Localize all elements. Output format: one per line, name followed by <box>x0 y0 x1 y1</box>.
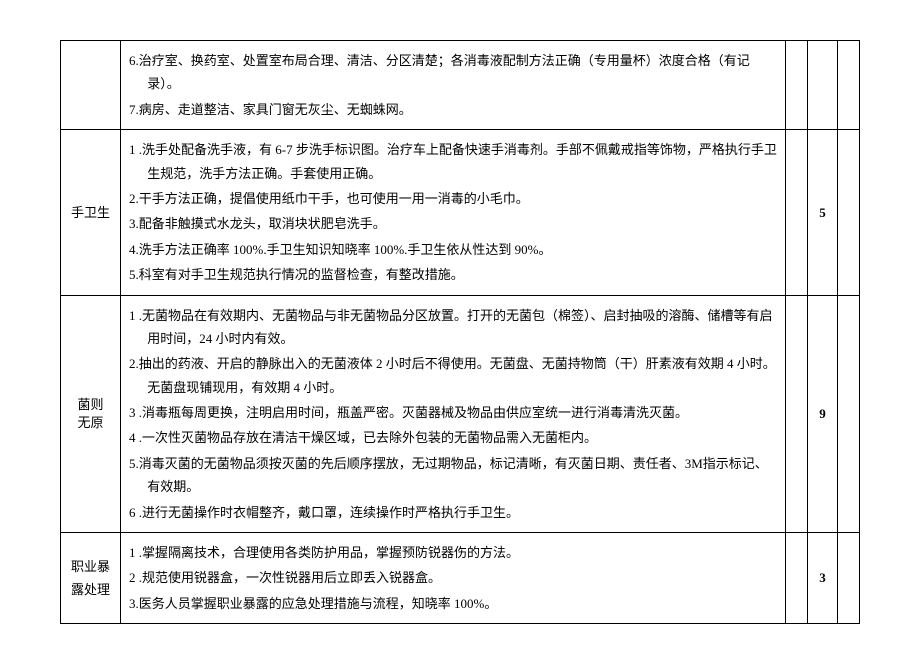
content-item: 5.消毒灭菌的无菌物品须按灭菌的先后顺序摆放，无过期物品，标记清晰，有灭菌日期、… <box>129 452 777 499</box>
content-item: 2.干手方法正确，提倡使用纸巾干手，也可使用一用一消毒的小毛巾。 <box>129 187 777 210</box>
content-item: 6 .进行无菌操作时衣帽整齐，戴口罩，连续操作时严格执行手卫生。 <box>129 501 777 524</box>
category-cell: 菌则无原 <box>61 295 121 533</box>
table-row: 手卫生 1 .洗手处配备洗手液，有 6-7 步洗手标识图。治疗车上配备快速手消毒剂… <box>61 130 860 295</box>
spacer-cell <box>786 295 808 533</box>
category-cell: 手卫生 <box>61 130 121 295</box>
content-item: 2 .规范使用锐器盒，一次性锐器用后立即丢入锐器盒。 <box>129 566 777 589</box>
score-cell: 5 <box>808 130 838 295</box>
spacer-cell <box>838 41 860 130</box>
category-label: 菌则无原 <box>69 396 112 432</box>
category-label: 职业暴露处理 <box>71 559 110 597</box>
content-item: 4.洗手方法正确率 100%.手卫生知识知晓率 100%.手卫生依从性达到 90… <box>129 238 777 261</box>
category-label: 手卫生 <box>71 205 110 220</box>
spacer-cell <box>838 295 860 533</box>
content-cell: 6.治疗室、换药室、处置室布局合理、清洁、分区清楚；各消毒液配制方法正确（专用量… <box>121 41 786 130</box>
score-cell <box>808 41 838 130</box>
content-cell: 1 .洗手处配备洗手液，有 6-7 步洗手标识图。治疗车上配备快速手消毒剂。手部… <box>121 130 786 295</box>
score-cell: 3 <box>808 533 838 624</box>
spacer-cell <box>838 130 860 295</box>
content-item: 1 .洗手处配备洗手液，有 6-7 步洗手标识图。治疗车上配备快速手消毒剂。手部… <box>129 138 777 185</box>
category-cell <box>61 41 121 130</box>
content-item: 3.配备非触摸式水龙头，取消块状肥皂洗手。 <box>129 212 777 235</box>
table-row: 职业暴露处理 1 .掌握隔离技术，合理使用各类防护用品，掌握预防锐器伤的方法。2 … <box>61 533 860 624</box>
spacer-cell <box>786 41 808 130</box>
content-item: 5.科室有对手卫生规范执行情况的监督检查，有整改措施。 <box>129 263 777 286</box>
content-item: 4 .一次性灭菌物品存放在清洁干燥区域，已去除外包装的无菌物品需入无菌柜内。 <box>129 426 777 449</box>
table-row: 菌则无原 1 .无菌物品在有效期内、无菌物品与非无菌物品分区放置。打开的无菌包（棉… <box>61 295 860 533</box>
spacer-cell <box>786 533 808 624</box>
content-item: 3 .消毒瓶每周更换，注明启用时间，瓶盖严密。灭菌器械及物品由供应室统一进行消毒… <box>129 401 777 424</box>
inspection-table: 6.治疗室、换药室、处置室布局合理、清洁、分区清楚；各消毒液配制方法正确（专用量… <box>60 40 860 624</box>
content-item: 1 .无菌物品在有效期内、无菌物品与非无菌物品分区放置。打开的无菌包（棉签）、启… <box>129 304 777 351</box>
table-row: 6.治疗室、换药室、处置室布局合理、清洁、分区清楚；各消毒液配制方法正确（专用量… <box>61 41 860 130</box>
score-cell: 9 <box>808 295 838 533</box>
content-item: 3.医务人员掌握职业暴露的应急处理措施与流程，知晓率 100%。 <box>129 592 777 615</box>
content-item: 2.抽出的药液、开启的静脉出入的无菌液体 2 小时后不得使用。无菌盘、无菌持物筒… <box>129 352 777 399</box>
content-item: 1 .掌握隔离技术，合理使用各类防护用品，掌握预防锐器伤的方法。 <box>129 541 777 564</box>
content-cell: 1 .掌握隔离技术，合理使用各类防护用品，掌握预防锐器伤的方法。2 .规范使用锐… <box>121 533 786 624</box>
spacer-cell <box>838 533 860 624</box>
spacer-cell <box>786 130 808 295</box>
category-cell: 职业暴露处理 <box>61 533 121 624</box>
content-cell: 1 .无菌物品在有效期内、无菌物品与非无菌物品分区放置。打开的无菌包（棉签）、启… <box>121 295 786 533</box>
content-item: 6.治疗室、换药室、处置室布局合理、清洁、分区清楚；各消毒液配制方法正确（专用量… <box>129 49 777 96</box>
content-item: 7.病房、走道整洁、家具门窗无灰尘、无蜘蛛网。 <box>129 98 777 121</box>
